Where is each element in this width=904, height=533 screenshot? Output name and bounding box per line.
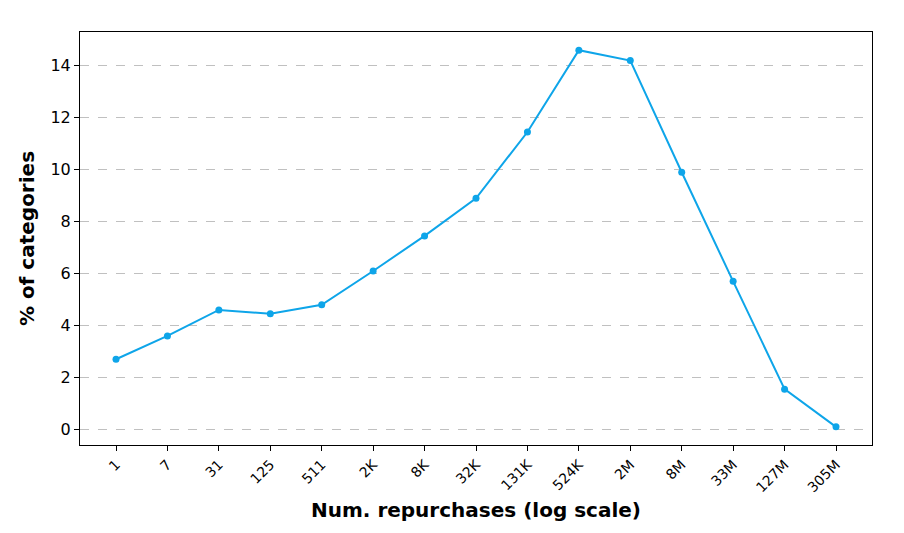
svg-text:511: 511 [299,457,329,487]
svg-text:7: 7 [157,457,175,475]
svg-text:10: 10 [50,160,70,179]
svg-text:4: 4 [61,316,71,335]
svg-text:125: 125 [247,457,277,487]
svg-text:2: 2 [61,368,71,387]
svg-text:14: 14 [50,56,70,75]
svg-text:32K: 32K [453,456,484,487]
svg-text:8: 8 [61,212,71,231]
svg-text:% of categories: % of categories [15,151,39,326]
svg-text:0: 0 [61,420,71,439]
svg-text:31: 31 [202,457,226,481]
svg-text:127M: 127M [753,457,792,496]
svg-text:33M: 33M [708,457,740,489]
svg-text:131K: 131K [498,456,535,493]
svg-text:2K: 2K [356,456,381,481]
svg-text:305M: 305M [804,457,843,496]
svg-text:524K: 524K [549,456,586,493]
svg-text:1: 1 [105,457,123,475]
svg-text:8K: 8K [408,456,433,481]
svg-text:2M: 2M [611,457,637,483]
svg-text:6: 6 [61,264,71,283]
svg-text:8M: 8M [663,457,689,483]
svg-text:12: 12 [50,108,70,127]
svg-text:Num. repurchases (log scale): Num. repurchases (log scale) [311,498,641,522]
